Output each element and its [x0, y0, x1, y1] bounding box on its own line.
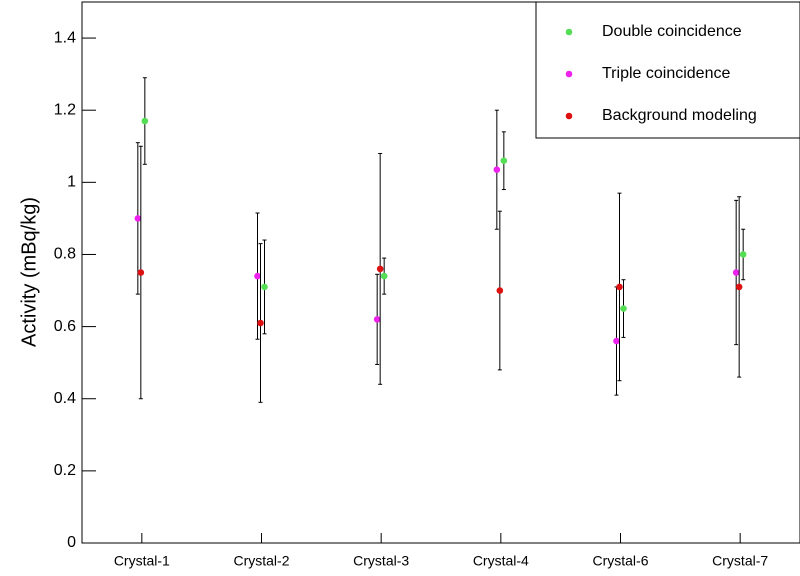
error-point — [134, 142, 142, 295]
y-tick-label: 1.2 — [54, 101, 76, 118]
legend-marker — [565, 70, 573, 78]
legend-label: Background modeling — [602, 107, 757, 124]
y-axis-label: Activity (mBq/kg) — [18, 197, 40, 347]
x-tick-label: Crystal-2 — [233, 553, 289, 569]
x-tick-label: Crystal-7 — [712, 553, 768, 569]
point — [376, 265, 384, 273]
error-point — [373, 273, 381, 365]
legend-label: Triple coincidence — [602, 65, 730, 82]
plot-frame — [81, 1, 800, 544]
point — [739, 251, 747, 258]
error-point — [254, 212, 261, 340]
point — [261, 283, 268, 291]
error-point — [376, 152, 384, 385]
point — [735, 283, 743, 291]
legend-marker — [565, 112, 573, 120]
point — [254, 272, 261, 280]
error-point — [380, 257, 388, 295]
error-point — [137, 145, 145, 400]
x-tick-label: Crystal-1 — [114, 553, 170, 569]
point — [380, 272, 388, 280]
error-point — [261, 239, 268, 335]
y-tick-label: 0 — [67, 534, 76, 551]
point — [137, 269, 145, 276]
point — [620, 305, 627, 312]
error-point — [739, 228, 747, 281]
x-tick-label: Crystal-6 — [592, 553, 648, 569]
point — [496, 287, 504, 294]
point — [257, 319, 264, 327]
point — [493, 166, 501, 174]
error-point — [500, 131, 508, 191]
error-point — [616, 192, 623, 382]
y-tick-label: 1 — [67, 174, 76, 191]
error-point — [257, 243, 264, 403]
y-tick-label: 0.6 — [54, 318, 76, 335]
legend-box — [535, 1, 800, 139]
y-tick-label: 1.4 — [54, 29, 76, 46]
point — [613, 337, 620, 345]
legend-label: Double coincidence — [602, 23, 742, 40]
x-tick-label: Crystal-4 — [473, 553, 529, 569]
error-point — [496, 210, 504, 371]
point — [616, 283, 623, 291]
x-tick-label: Crystal-3 — [353, 553, 409, 569]
point — [373, 316, 381, 323]
error-point — [493, 109, 501, 230]
y-tick-label: 0.4 — [54, 390, 76, 407]
error-point — [735, 196, 743, 378]
legend: Double coincidence Triple coincidence Back… — [535, 1, 800, 139]
error-point — [620, 279, 627, 338]
point — [732, 269, 740, 276]
error-point — [613, 286, 620, 396]
point — [500, 157, 508, 164]
error-point — [732, 199, 740, 346]
error-point — [141, 77, 149, 165]
y-tick-label: 0.8 — [54, 246, 76, 263]
point — [141, 117, 149, 125]
point — [134, 215, 142, 222]
y-tick-label: 0.2 — [54, 462, 76, 479]
legend-marker — [565, 28, 573, 36]
